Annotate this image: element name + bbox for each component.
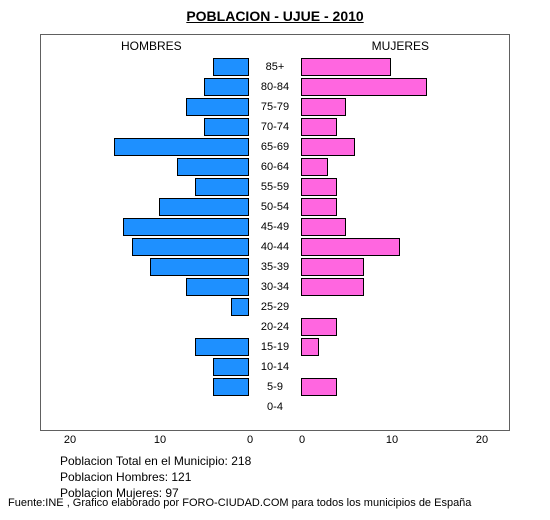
x-tick: 10: [386, 434, 398, 446]
x-tick: 0: [299, 434, 305, 446]
age-label: 55-59: [250, 177, 300, 197]
male-bar: [213, 358, 249, 376]
female-bar: [301, 118, 337, 136]
age-label: 65-69: [250, 137, 300, 157]
female-bar: [301, 378, 337, 396]
female-bar: [301, 198, 337, 216]
male-bar: [195, 338, 249, 356]
age-label: 35-39: [250, 257, 300, 277]
male-bar: [213, 378, 249, 396]
male-bar: [204, 118, 249, 136]
x-axis: 20 10 0 0 10 20: [47, 434, 503, 448]
female-bar: [301, 158, 328, 176]
female-bar: [301, 178, 337, 196]
male-bar: [213, 58, 249, 76]
pyramid-row: 60-64: [47, 157, 503, 177]
age-label: 30-34: [250, 277, 300, 297]
male-bar: [204, 78, 249, 96]
female-bar: [301, 78, 427, 96]
age-label: 45-49: [250, 217, 300, 237]
pyramid-row: 75-79: [47, 97, 503, 117]
male-bar: [231, 298, 249, 316]
age-label: 85+: [250, 57, 300, 77]
male-bar: [123, 218, 249, 236]
male-bar: [186, 98, 249, 116]
pyramid-row: 5-9: [47, 377, 503, 397]
male-bar: [159, 198, 249, 216]
female-bar: [301, 338, 319, 356]
female-bar: [301, 278, 364, 296]
pyramid-row: 35-39: [47, 257, 503, 277]
male-bar: [177, 158, 249, 176]
pyramid-row: 25-29: [47, 297, 503, 317]
female-bar: [301, 98, 346, 116]
pyramid-row: 20-24: [47, 317, 503, 337]
pyramid-row: 30-34: [47, 277, 503, 297]
pyramid-row: 50-54: [47, 197, 503, 217]
footer-text: Fuente:INE , Grafico elaborado por FORO-…: [8, 497, 550, 509]
pyramid-row: 55-59: [47, 177, 503, 197]
age-label: 0-4: [250, 397, 300, 417]
summary-total: Poblacion Total en el Municipio: 218: [60, 453, 550, 469]
pyramid-row: 0-4: [47, 397, 503, 417]
pyramid-row: 40-44: [47, 237, 503, 257]
pyramid-row: 45-49: [47, 217, 503, 237]
age-label: 60-64: [250, 157, 300, 177]
age-label: 20-24: [250, 317, 300, 337]
male-bar: [195, 178, 249, 196]
female-bar: [301, 238, 400, 256]
male-bar: [132, 238, 249, 256]
age-label: 50-54: [250, 197, 300, 217]
age-label: 15-19: [250, 337, 300, 357]
x-tick: 20: [476, 434, 488, 446]
summary-block: Poblacion Total en el Municipio: 218 Pob…: [60, 453, 550, 501]
pyramid-row: 15-19: [47, 337, 503, 357]
pyramid-row: 65-69: [47, 137, 503, 157]
summary-male: Poblacion Hombres: 121: [60, 469, 550, 485]
pyramid-row: 10-14: [47, 357, 503, 377]
age-label: 40-44: [250, 237, 300, 257]
male-header: HOMBRES: [121, 39, 182, 53]
male-bar: [150, 258, 249, 276]
page-title: POBLACION - UJUE - 2010: [0, 0, 550, 24]
female-bar: [301, 318, 337, 336]
female-header: MUJERES: [372, 39, 429, 53]
age-label: 80-84: [250, 77, 300, 97]
pyramid-row: 80-84: [47, 77, 503, 97]
male-bar: [186, 278, 249, 296]
age-label: 10-14: [250, 357, 300, 377]
female-bar: [301, 218, 346, 236]
x-tick: 0: [247, 434, 253, 446]
male-bar: [114, 138, 249, 156]
age-label: 5-9: [250, 377, 300, 397]
pyramid-row: 85+: [47, 57, 503, 77]
age-label: 70-74: [250, 117, 300, 137]
population-pyramid: HOMBRES MUJERES 85+80-8475-7970-7465-696…: [40, 34, 510, 431]
pyramid-row: 70-74: [47, 117, 503, 137]
age-label: 25-29: [250, 297, 300, 317]
female-bar: [301, 258, 364, 276]
female-bar: [301, 58, 391, 76]
age-label: 75-79: [250, 97, 300, 117]
x-tick: 10: [154, 434, 166, 446]
x-tick: 20: [64, 434, 76, 446]
female-bar: [301, 138, 355, 156]
